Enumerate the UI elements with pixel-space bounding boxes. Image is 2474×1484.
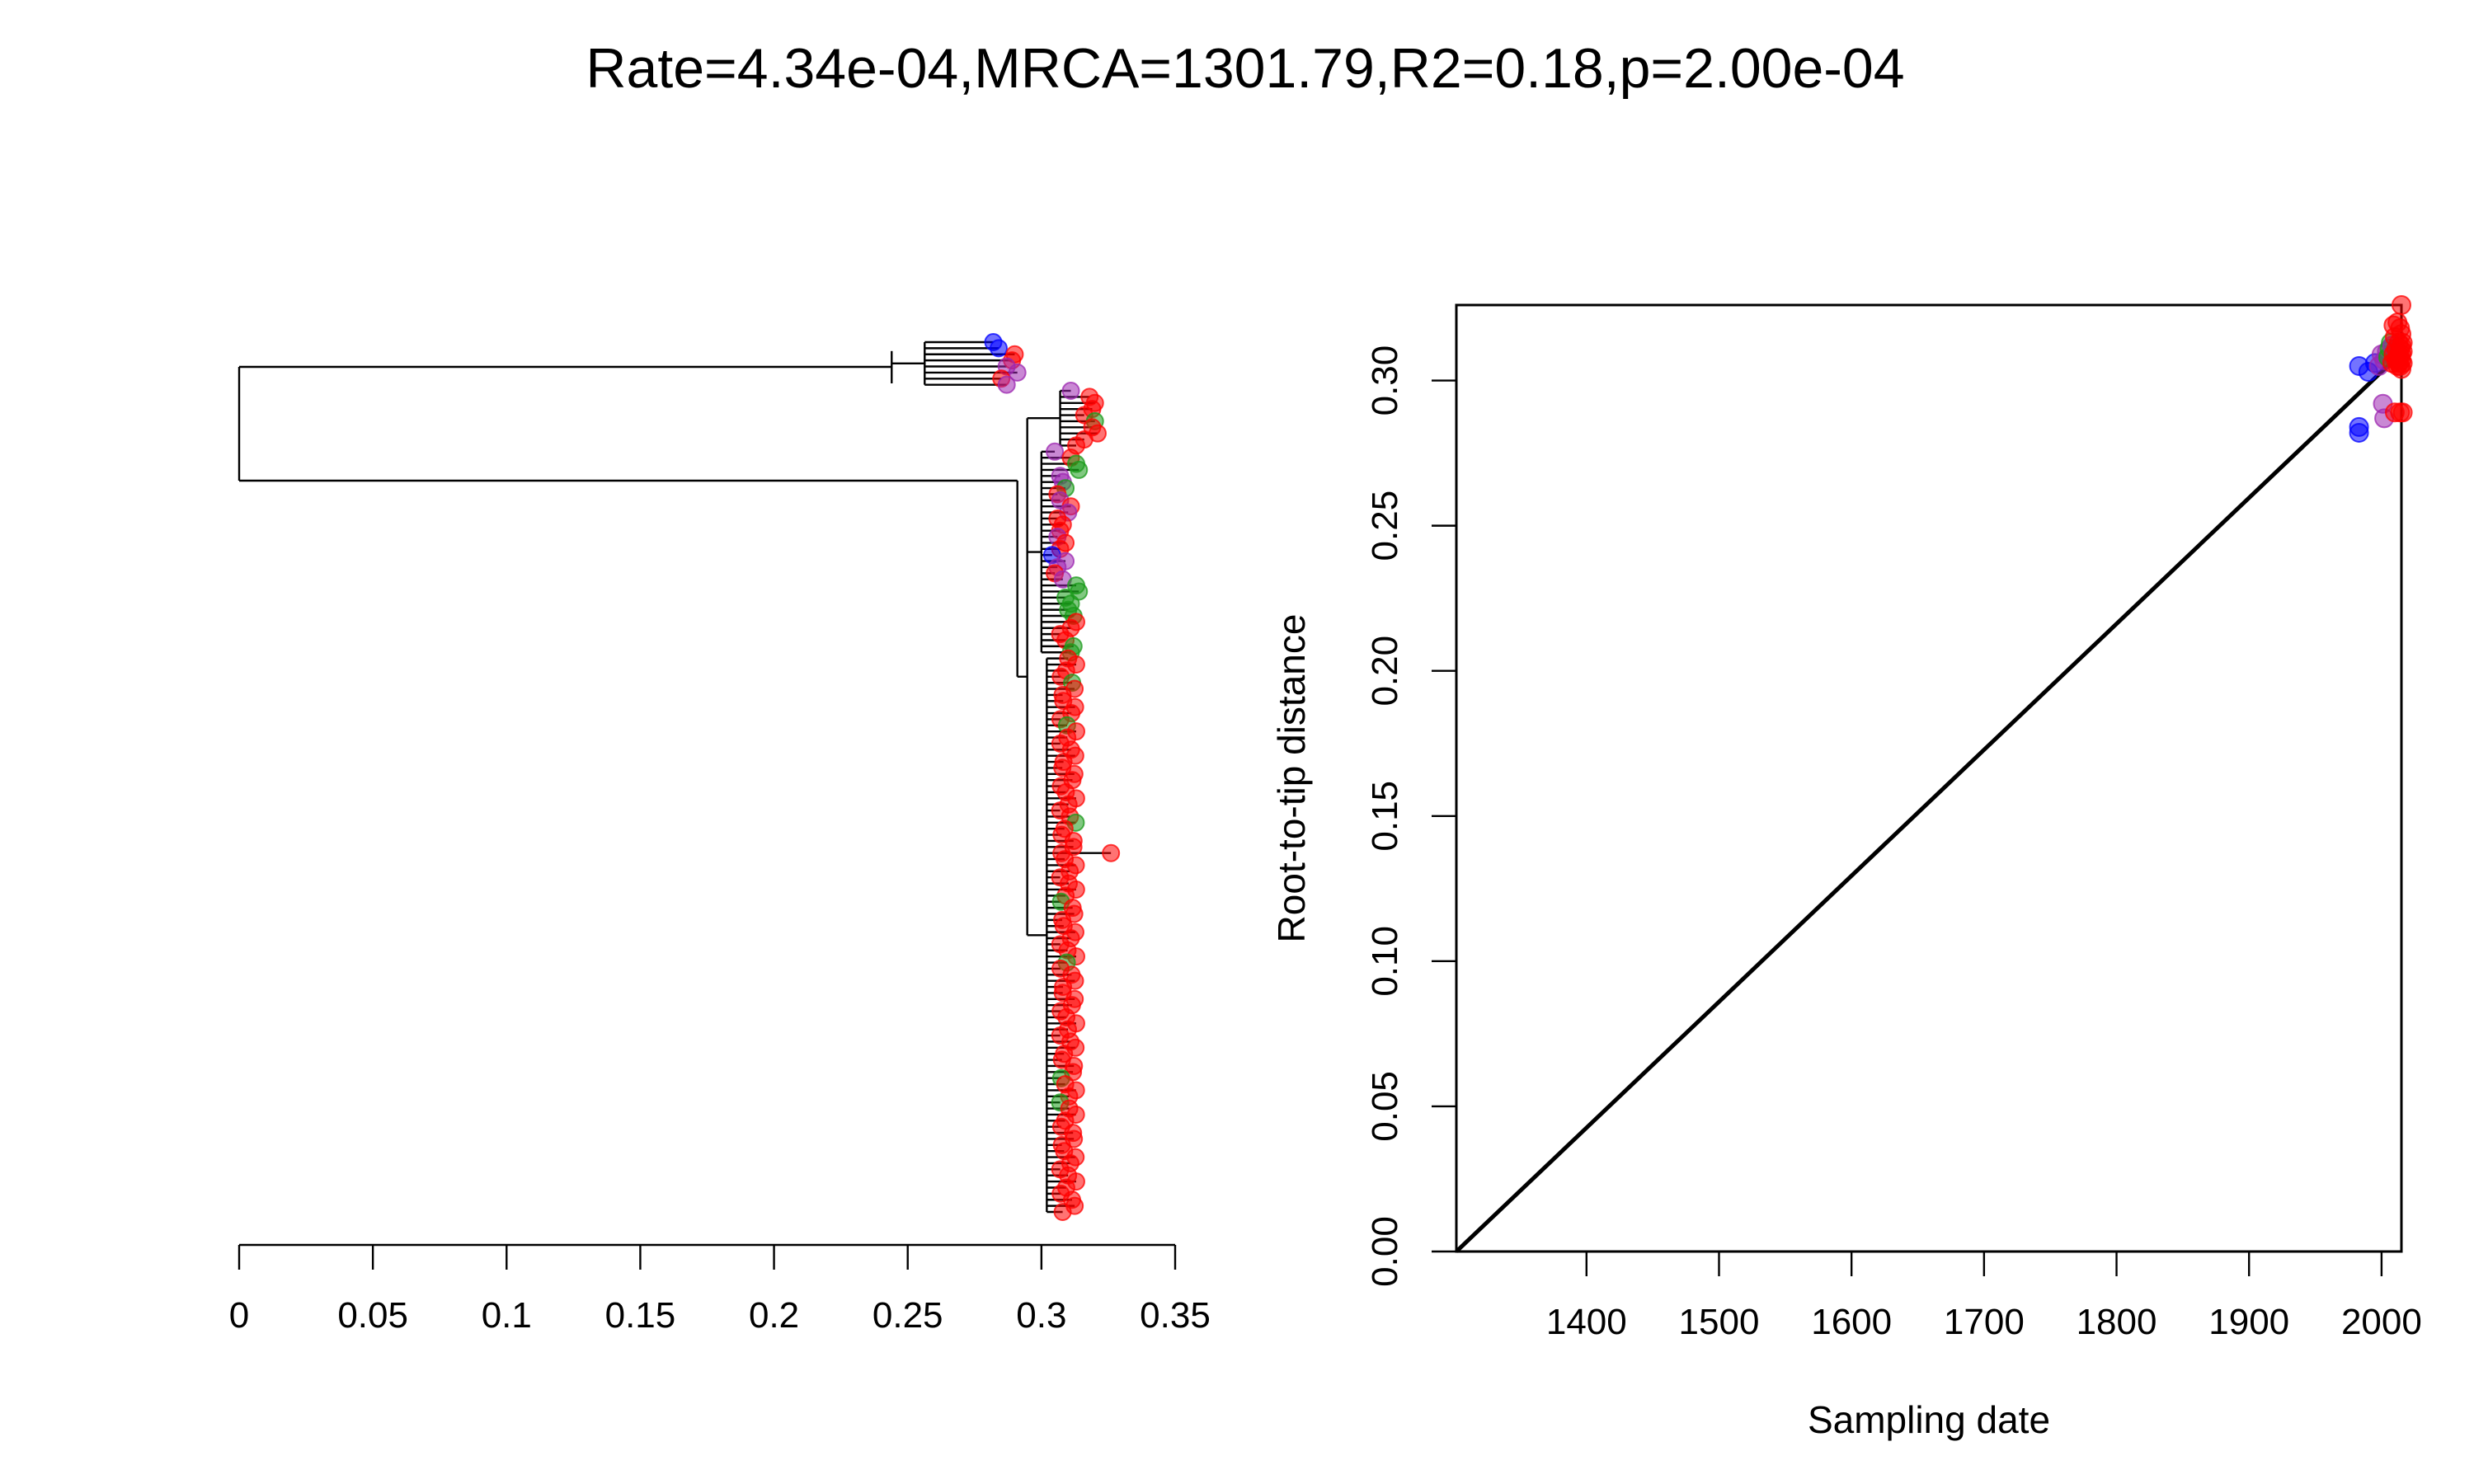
scatter-y-tick-label: 0.15 [1365, 781, 1405, 852]
scatter-point [2392, 295, 2411, 315]
scatter-y-tick-label: 0.05 [1365, 1071, 1405, 1142]
regression-line-group [1455, 351, 2403, 1253]
tree-tip [997, 375, 1016, 394]
scatter-y-axis-label: Root-to-tip distance [1270, 614, 1313, 943]
tree-panel: 0 0.05 0.1 0.15 0.2 0.25 0.3 0.35 [229, 333, 1211, 1336]
scatter-y-tick-label: 0.30 [1365, 345, 1405, 416]
scatter-x-tick-label: 1500 [1679, 1302, 1760, 1342]
tree-x-axis: 0 0.05 0.1 0.15 0.2 0.25 0.3 0.35 [229, 1243, 1211, 1336]
tree-tick-label: 0.15 [605, 1295, 676, 1336]
scatter-panel: 1400 1500 1600 1700 1800 1900 2000 0.00 0.05 0.1… [1270, 295, 2422, 1441]
scatter-y-tick-label: 0.25 [1365, 491, 1405, 561]
scatter-x-tick-label: 1800 [2077, 1302, 2157, 1342]
tree-tip [989, 339, 1008, 358]
scatter-y-tick-label: 0.20 [1365, 636, 1405, 707]
scatter-y-axis: 0.00 0.05 0.10 0.15 0.20 0.25 0.30 [1365, 345, 1456, 1287]
tree-tips [984, 333, 1121, 1221]
tree-tip [1046, 442, 1065, 461]
scatter-x-tick-label: 1700 [1944, 1302, 2025, 1342]
tree-tick-label: 0.3 [1016, 1295, 1066, 1336]
tree-tick-label: 0.2 [749, 1295, 799, 1336]
scatter-point [2392, 353, 2413, 373]
regression-line [1455, 351, 2403, 1253]
scatter-x-tick-label: 2000 [2341, 1302, 2422, 1342]
scatter-x-tick-label: 1900 [2208, 1302, 2289, 1342]
tree-tick-label: 0.35 [1140, 1295, 1211, 1336]
tree-tick-label: 0.05 [337, 1295, 408, 1336]
tree-tip [1008, 363, 1027, 382]
tree-tip [1102, 843, 1121, 862]
tree-branches [238, 340, 1112, 1214]
scatter-x-tick-label: 1400 [1546, 1302, 1627, 1342]
tree-tick-label: 0.1 [482, 1295, 532, 1336]
tree-tip [1070, 460, 1089, 479]
scatter-point [2349, 422, 2369, 443]
scatter-x-axis: 1400 1500 1600 1700 1800 1900 2000 [1546, 1252, 2422, 1342]
tree-tick-label: 0 [229, 1295, 249, 1336]
scatter-point [2392, 402, 2413, 423]
scatter-x-axis-label: Sampling date [1808, 1398, 2050, 1441]
tree-tip [1061, 382, 1080, 401]
scatter-y-tick-label: 0.00 [1365, 1216, 1405, 1287]
chart-title: Rate=4.34e-04,MRCA=1301.79,R2=0.18,p=2.0… [586, 37, 1904, 100]
scatter-y-tick-label: 0.10 [1365, 926, 1405, 997]
tree-tip [1053, 1203, 1072, 1221]
scatter-plot-frame [1455, 303, 2403, 1253]
scatter-points [2349, 295, 2413, 443]
scatter-x-tick-label: 1600 [1811, 1302, 1892, 1342]
tree-tick-label: 0.25 [872, 1295, 943, 1336]
